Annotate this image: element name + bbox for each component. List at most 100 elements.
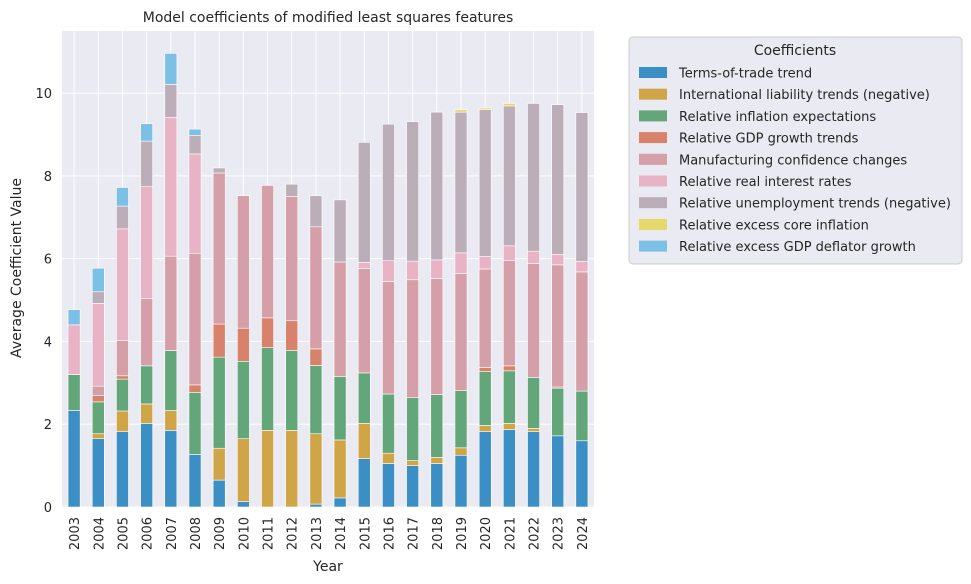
bar-segment (333, 439, 347, 499)
bar-segment (551, 254, 565, 266)
x-tick-label: 2017 (407, 517, 422, 550)
bar-segment (188, 384, 202, 393)
bar-segment (575, 112, 589, 262)
bar-segment (164, 255, 178, 351)
bar-segment (237, 195, 250, 329)
bar-segment (188, 128, 202, 136)
bar-segment (503, 429, 516, 508)
x-tick-label: 2016 (382, 517, 397, 550)
bar-segment (527, 250, 540, 264)
bar-segment (237, 438, 250, 502)
legend-swatch (639, 153, 667, 165)
bar-segment (454, 111, 468, 254)
x-tick-label: 2022 (528, 517, 543, 550)
bar-segment (212, 479, 226, 508)
bar-segment (140, 423, 153, 508)
bar-segment (237, 327, 250, 362)
bar-segment (164, 53, 178, 85)
bar-segment (527, 431, 540, 508)
legend-box (628, 36, 963, 265)
bar-segment (454, 390, 468, 449)
x-tick-label: 2015 (358, 517, 373, 550)
bar-segment (285, 183, 299, 197)
bar-segment (357, 458, 371, 508)
bar-segment (140, 403, 153, 424)
bar-segment (478, 367, 492, 372)
bar-segment (357, 142, 371, 263)
bar-segment (333, 261, 347, 377)
bar-segment (551, 387, 565, 437)
bar-segment (575, 261, 589, 273)
legend-swatch (639, 110, 667, 122)
y-tick-label: 10 (35, 87, 52, 102)
bar-segment (116, 187, 129, 207)
bar-segment (382, 260, 395, 282)
legend-swatch (639, 240, 667, 252)
legend-swatch (639, 67, 667, 78)
legend-label: Manufacturing confidence changes (679, 153, 907, 168)
bar-segment (188, 252, 202, 386)
bar-segment (140, 365, 153, 405)
y-tick-label: 6 (44, 253, 52, 268)
bar-segment (551, 435, 565, 508)
bar-segment (188, 135, 202, 155)
bar-segment (261, 317, 274, 348)
bar-segment (357, 423, 371, 459)
bar-segment (357, 268, 371, 374)
x-tick-label: 2012 (286, 517, 301, 550)
bar-segment (309, 195, 323, 228)
legend-swatch (639, 197, 667, 209)
y-axis-title: Average Coefficient Value (9, 178, 25, 358)
bar-segment (116, 375, 129, 380)
bar-segment (551, 104, 565, 255)
bar-segment (527, 263, 540, 378)
bar-segment (285, 430, 299, 508)
bar-segment (116, 228, 129, 341)
bar-segment (140, 123, 153, 142)
bar-segment (91, 291, 105, 304)
bar-segment (188, 153, 202, 254)
bar-segment (309, 503, 323, 508)
bar-segment (164, 84, 178, 118)
bar-segment (116, 431, 129, 508)
bar-segment (503, 423, 516, 430)
legend: Coefficients Terms-of-trade trend Interna… (628, 36, 963, 265)
x-tick-label: 2009 (213, 517, 228, 550)
bar-segment (261, 430, 274, 508)
bar-segment (67, 374, 81, 411)
bar-segment (454, 447, 468, 456)
bar-segment (527, 428, 540, 432)
bar-segment (91, 433, 105, 440)
x-tick-label: 2019 (455, 517, 470, 550)
bar-segment (140, 186, 153, 299)
bar-segment (575, 440, 589, 508)
bar-segment (478, 431, 492, 508)
y-axis-ticks: 0 2 4 6 8 10 (35, 87, 52, 516)
x-tick-label: 2013 (310, 517, 325, 550)
x-tick-label: 2006 (141, 517, 156, 550)
x-tick-label: 2024 (576, 517, 591, 550)
legend-items: Terms-of-trade trend International liabil… (639, 67, 951, 255)
bar-segment (382, 393, 395, 454)
bar-segment (478, 256, 492, 270)
bar-segment (406, 279, 419, 399)
x-axis-ticks: 2003 2004 2005 2006 2007 2008 2009 2010 2011 2012… (68, 517, 591, 550)
legend-label: Terms-of-trade trend (678, 67, 812, 82)
bar-segment (478, 268, 492, 368)
bar-segment (116, 410, 129, 432)
bar-segment (406, 465, 419, 508)
bar-segment (357, 262, 371, 269)
bar-segment (140, 140, 153, 187)
bar-segment (454, 273, 468, 391)
bar-segment (164, 430, 178, 508)
bar-segment (91, 401, 105, 435)
bar-segment (454, 252, 468, 274)
x-tick-label: 2010 (237, 517, 252, 550)
bar-segment (164, 350, 178, 411)
bar-segment (430, 111, 444, 261)
legend-label: Relative inflation expectations (679, 110, 876, 125)
bar-segment (430, 278, 444, 395)
x-tick-label: 2018 (431, 517, 446, 550)
x-tick-label: 2021 (503, 517, 518, 550)
